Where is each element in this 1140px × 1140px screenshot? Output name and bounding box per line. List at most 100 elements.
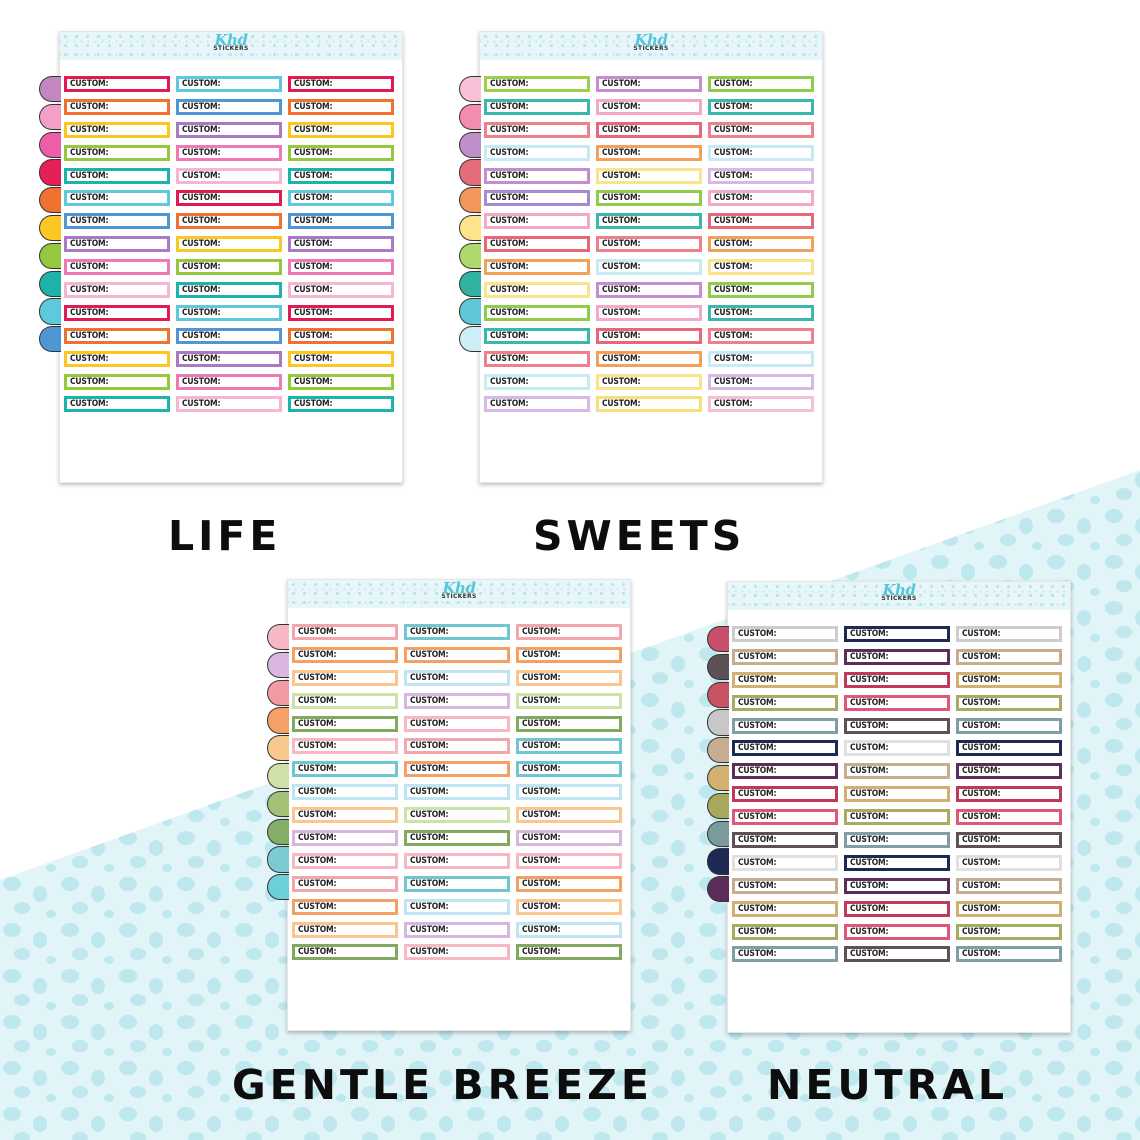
custom-label: CUSTOM:	[292, 669, 398, 686]
custom-label: CUSTOM:	[732, 671, 838, 688]
custom-label: CUSTOM:	[708, 282, 814, 299]
custom-label: CUSTOM:	[176, 327, 282, 344]
custom-label: CUSTOM:	[292, 692, 398, 709]
custom-label: CUSTOM:	[596, 259, 702, 276]
custom-label: CUSTOM:	[484, 76, 590, 92]
custom-label: CUSTOM:	[64, 327, 170, 344]
custom-label: CUSTOM:	[516, 898, 622, 915]
custom-label: CUSTOM:	[484, 350, 590, 367]
custom-label: CUSTOM:	[404, 875, 510, 892]
sticker-sheet-neutral: Khd STICKERS CUSTOM: CUSTOM: CUSTOM: CUSTOM…	[707, 581, 1071, 1033]
custom-label: CUSTOM:	[596, 373, 702, 390]
side-tab-5	[39, 187, 61, 214]
custom-label: CUSTOM:	[64, 236, 170, 253]
sheet-banner: Khd STICKERS	[728, 582, 1070, 610]
side-tab-10	[707, 876, 729, 903]
custom-label: CUSTOM:	[516, 807, 622, 824]
sticker-sheet-gentle-breeze: Khd STICKERS CUSTOM: CUSTOM: CUSTOM: CUSTOM…	[267, 579, 631, 1031]
set-title-gentle-breeze: GENTLE BREEZE	[232, 1061, 653, 1109]
custom-label: CUSTOM:	[292, 852, 398, 869]
custom-label: CUSTOM:	[956, 671, 1062, 688]
custom-label: CUSTOM:	[516, 669, 622, 686]
custom-label: CUSTOM:	[288, 167, 394, 184]
custom-label: CUSTOM:	[404, 646, 510, 663]
custom-label: CUSTOM:	[404, 944, 510, 961]
set-title-sweets: SWEETS	[533, 512, 746, 560]
custom-label: CUSTOM:	[844, 854, 950, 871]
custom-label: CUSTOM:	[844, 809, 950, 826]
custom-label: CUSTOM:	[292, 715, 398, 732]
custom-label: CUSTOM:	[404, 761, 510, 778]
custom-label: CUSTOM:	[176, 190, 282, 207]
custom-label: CUSTOM:	[596, 350, 702, 367]
custom-label: CUSTOM:	[844, 648, 950, 665]
custom-label: CUSTOM:	[596, 213, 702, 230]
side-tab-3	[267, 679, 289, 706]
side-tab-9	[707, 848, 729, 875]
custom-label: CUSTOM:	[404, 807, 510, 824]
sheet-banner: Khd STICKERS	[288, 580, 630, 608]
custom-label: CUSTOM:	[596, 396, 702, 413]
custom-label: CUSTOM:	[516, 738, 622, 755]
side-tabs	[39, 76, 61, 354]
custom-label: CUSTOM:	[176, 121, 282, 138]
side-tab-8	[707, 820, 729, 847]
side-tab-9	[267, 846, 289, 873]
custom-label: CUSTOM:	[288, 236, 394, 253]
custom-label: CUSTOM:	[516, 875, 622, 892]
custom-label: CUSTOM:	[844, 900, 950, 917]
custom-label: CUSTOM:	[956, 900, 1062, 917]
custom-label: CUSTOM:	[176, 350, 282, 367]
custom-label: CUSTOM:	[708, 213, 814, 230]
side-tab-2	[459, 103, 481, 131]
custom-label: CUSTOM:	[176, 236, 282, 253]
custom-label: CUSTOM:	[176, 167, 282, 184]
side-tab-3	[707, 681, 729, 708]
custom-label: CUSTOM:	[516, 784, 622, 801]
set-title-neutral: NEUTRAL	[767, 1061, 1009, 1109]
custom-label: CUSTOM:	[516, 692, 622, 709]
side-tab-2	[267, 651, 289, 679]
custom-label: CUSTOM:	[844, 923, 950, 940]
custom-label: CUSTOM:	[844, 717, 950, 734]
custom-label: CUSTOM:	[732, 786, 838, 803]
custom-label: CUSTOM:	[64, 144, 170, 161]
side-tab-5	[267, 735, 289, 762]
side-tab-10	[459, 326, 481, 353]
logo-script: Khd	[634, 31, 668, 49]
side-tab-6	[39, 214, 61, 242]
custom-label: CUSTOM:	[956, 877, 1062, 894]
custom-label: CUSTOM:	[292, 738, 398, 755]
custom-label: CUSTOM:	[708, 396, 814, 413]
custom-label: CUSTOM:	[292, 807, 398, 824]
side-tab-2	[707, 653, 729, 681]
side-tab-4	[707, 709, 729, 736]
khd-stickers-logo: Khd STICKERS	[881, 583, 916, 602]
logo-wordmark: STICKERS	[213, 45, 249, 52]
custom-label: CUSTOM:	[404, 738, 510, 755]
side-tab-3	[39, 131, 61, 158]
custom-label: CUSTOM:	[176, 213, 282, 230]
custom-label: CUSTOM:	[732, 740, 838, 757]
custom-label: CUSTOM:	[484, 304, 590, 321]
custom-label: CUSTOM:	[844, 786, 950, 803]
side-tab-6	[459, 214, 481, 242]
custom-label: CUSTOM:	[288, 350, 394, 367]
custom-label: CUSTOM:	[64, 373, 170, 390]
custom-label: CUSTOM:	[288, 282, 394, 299]
custom-label: CUSTOM:	[708, 121, 814, 138]
custom-label: CUSTOM:	[484, 121, 590, 138]
side-tab-5	[459, 187, 481, 214]
custom-label: CUSTOM:	[404, 852, 510, 869]
custom-label: CUSTOM:	[484, 98, 590, 115]
logo-script: Khd	[214, 31, 248, 49]
custom-label: CUSTOM:	[516, 646, 622, 663]
custom-label: CUSTOM:	[708, 236, 814, 253]
custom-label: CUSTOM:	[956, 763, 1062, 780]
custom-label: CUSTOM:	[64, 76, 170, 92]
custom-label: CUSTOM:	[288, 373, 394, 390]
custom-label: CUSTOM:	[708, 98, 814, 115]
custom-label: CUSTOM:	[288, 304, 394, 321]
custom-label: CUSTOM:	[176, 373, 282, 390]
side-tab-1	[707, 626, 729, 653]
